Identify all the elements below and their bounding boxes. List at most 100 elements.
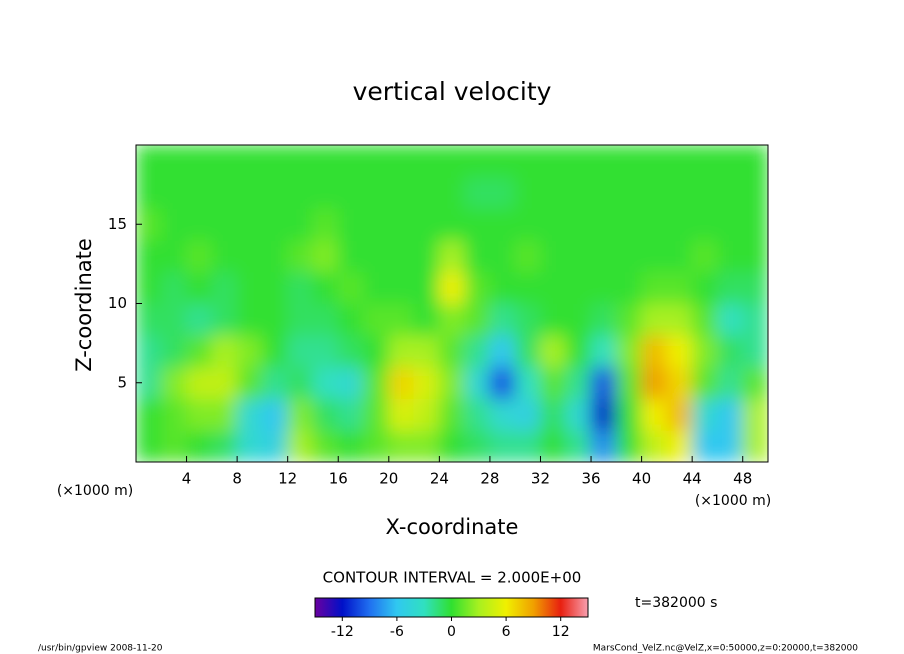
cell [615,334,643,368]
cell [716,366,744,400]
cell [489,271,516,304]
cell [363,176,390,209]
cell [666,303,693,336]
cell [261,239,289,273]
cell [464,271,491,304]
cell [312,429,339,462]
cell [388,271,415,304]
cell [615,176,643,209]
cell [539,271,567,304]
cell [261,145,289,178]
cell [186,176,213,209]
cell [590,334,617,368]
cell [489,303,516,336]
cell [464,334,491,368]
footer-left: /usr/bin/gpview 2008-11-20 [38,644,163,654]
cell [641,398,668,431]
cell [160,176,188,209]
x-unit-label: (×1000 m) [695,493,771,509]
cell [438,239,466,273]
cell [337,271,365,304]
cell [186,334,213,368]
cell [716,239,744,273]
cell [136,303,162,336]
cell [539,176,567,209]
cell [565,176,592,209]
cell [464,303,491,336]
cell [186,398,213,431]
cell [211,334,238,368]
cell [312,271,339,304]
colorbar-tick-label: 12 [552,624,570,640]
cell [261,429,289,462]
cell [464,366,491,400]
cell [489,207,516,241]
cell [666,398,693,431]
cell [287,429,314,462]
cell [590,429,617,462]
cell [261,303,289,336]
x-tick-label: 12 [278,470,297,488]
cell [261,366,289,400]
cell [716,145,744,178]
cell [641,176,668,209]
cell [691,239,718,273]
cell [261,207,289,241]
cell [413,398,440,431]
cell [438,271,466,304]
cell [615,429,643,462]
cell [742,398,768,431]
cell [236,398,263,431]
cell [261,398,289,431]
cell [388,429,415,462]
y-tick-label: 10 [108,294,127,312]
cell [716,303,744,336]
x-tick-label: 8 [232,470,242,488]
cell [438,176,466,209]
cell [691,303,718,336]
cell [716,334,744,368]
cell [641,429,668,462]
cell [136,239,162,273]
cell [641,207,668,241]
cell [691,429,718,462]
cell [666,429,693,462]
cell [716,271,744,304]
cell [742,145,768,178]
cell [413,303,440,336]
cell [287,207,314,241]
cell [211,207,238,241]
cell [464,239,491,273]
colorbar [314,597,589,618]
cell [716,429,744,462]
cell [160,303,188,336]
cell [565,271,592,304]
cell [590,239,617,273]
cell [236,271,263,304]
cell [160,366,188,400]
cell [438,207,466,241]
cell [186,239,213,273]
cell [287,334,314,368]
colorbar-tick-label: 6 [502,624,511,640]
cell [136,271,162,304]
cell [337,207,365,241]
cell [666,366,693,400]
cell [539,303,567,336]
cell [590,271,617,304]
cell [641,303,668,336]
cell [590,145,617,178]
y-axis-label: Z-coordinate [72,238,96,372]
cell [590,398,617,431]
cell [363,334,390,368]
cell [413,429,440,462]
cell [565,429,592,462]
cell [666,334,693,368]
cell [641,271,668,304]
cell [464,207,491,241]
colorbar-tick-label: -12 [331,624,354,640]
cell [742,334,768,368]
cell [691,271,718,304]
cell [514,207,541,241]
cell [641,145,668,178]
